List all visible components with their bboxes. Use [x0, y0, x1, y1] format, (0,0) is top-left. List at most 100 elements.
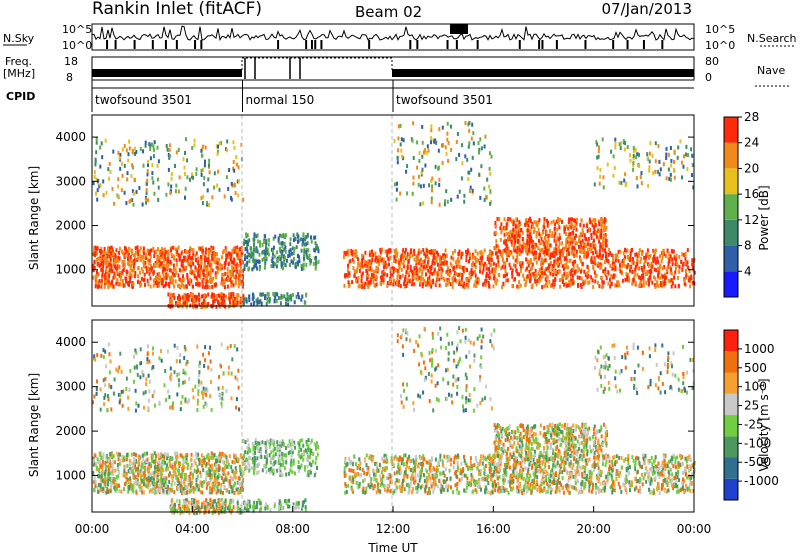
data-pixel — [148, 250, 151, 255]
data-pixel — [99, 460, 102, 464]
data-pixel — [196, 304, 198, 309]
data-pixel — [571, 240, 574, 245]
data-pixel — [297, 465, 300, 470]
data-pixel — [397, 148, 400, 153]
data-pixel — [167, 466, 169, 471]
data-pixel — [621, 278, 624, 283]
data-pixel — [244, 239, 247, 244]
data-pixel — [425, 272, 427, 277]
data-pixel — [138, 270, 141, 275]
data-pixel — [501, 254, 504, 259]
data-pixel — [95, 465, 98, 470]
data-pixel — [397, 282, 400, 287]
data-pixel — [111, 469, 114, 474]
data-pixel — [201, 201, 204, 206]
data-pixel — [174, 470, 177, 475]
data-pixel — [200, 168, 203, 173]
data-pixel — [588, 280, 591, 285]
data-pixel — [158, 283, 161, 288]
data-pixel — [364, 262, 366, 267]
data-pixel — [563, 272, 566, 276]
data-pixel — [188, 474, 191, 479]
data-pixel — [355, 254, 358, 259]
data-pixel — [535, 220, 538, 225]
data-pixel — [211, 482, 214, 487]
data-pixel — [546, 223, 549, 228]
data-pixel — [622, 251, 625, 256]
data-pixel — [679, 139, 682, 144]
data-pixel — [600, 231, 603, 236]
data-pixel — [116, 264, 119, 269]
data-pixel — [439, 259, 442, 264]
data-pixel — [366, 270, 369, 275]
data-pixel — [566, 273, 569, 278]
data-pixel — [502, 258, 504, 263]
data-pixel — [113, 485, 116, 490]
nave-line — [241, 57, 393, 70]
data-pixel — [213, 484, 215, 489]
data-pixel — [645, 280, 648, 285]
data-pixel — [122, 473, 125, 478]
data-pixel — [431, 176, 434, 181]
data-pixel — [283, 241, 286, 246]
data-pixel — [588, 227, 591, 232]
data-pixel — [227, 462, 230, 467]
data-pixel — [297, 292, 300, 297]
data-pixel — [538, 218, 541, 223]
data-pixel — [663, 264, 666, 269]
data-pixel — [561, 280, 564, 284]
data-pixel — [186, 274, 189, 279]
data-pixel — [255, 263, 258, 268]
data-pixel — [652, 171, 655, 176]
data-pixel — [683, 154, 685, 159]
data-pixel — [207, 455, 210, 460]
data-pixel — [303, 255, 305, 260]
data-pixel — [135, 467, 138, 472]
data-pixel — [541, 285, 544, 290]
data-pixel — [212, 303, 215, 308]
data-pixel — [274, 291, 277, 296]
data-pixel — [248, 298, 251, 303]
data-pixel — [565, 264, 567, 269]
data-pixel — [114, 477, 117, 482]
data-pixel — [422, 183, 425, 188]
data-pixel — [189, 466, 192, 471]
data-pixel — [107, 260, 110, 265]
data-pixel — [152, 270, 155, 274]
data-pixel — [594, 246, 597, 251]
data-pixel — [257, 239, 260, 244]
data-pixel — [544, 247, 547, 252]
data-pixel — [368, 265, 370, 270]
data-pixel — [225, 147, 227, 152]
data-pixel — [289, 247, 292, 252]
data-pixel — [550, 283, 552, 288]
data-pixel — [255, 246, 258, 251]
data-pixel — [253, 466, 256, 471]
data-pixel — [125, 269, 128, 274]
data-pixel — [416, 165, 419, 170]
data-pixel — [501, 285, 504, 290]
data-pixel — [538, 279, 541, 284]
data-pixel — [189, 483, 192, 488]
data-pixel — [236, 301, 239, 305]
data-pixel — [131, 464, 134, 469]
data-pixel — [618, 266, 621, 271]
data-pixel — [415, 268, 418, 273]
data-pixel — [292, 458, 295, 463]
data-pixel — [280, 254, 283, 259]
data-pixel — [524, 268, 527, 273]
data-pixel — [205, 280, 208, 284]
data-pixel — [131, 261, 134, 265]
data-pixel — [530, 225, 533, 229]
data-pixel — [347, 271, 350, 276]
data-pixel — [232, 300, 235, 305]
data-pixel — [361, 259, 364, 264]
data-pixel — [225, 488, 228, 493]
data-pixel — [218, 187, 221, 192]
data-pixel — [569, 231, 572, 236]
data-pixel — [111, 462, 114, 467]
data-pixel — [579, 248, 582, 253]
data-pixel — [310, 235, 312, 240]
data-pixel — [691, 266, 694, 271]
data-pixel — [393, 249, 396, 253]
